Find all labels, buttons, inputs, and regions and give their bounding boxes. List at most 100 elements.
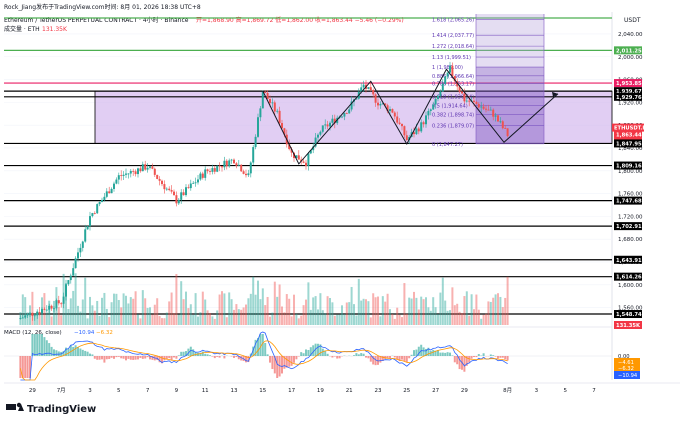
volume-bar [67,308,70,325]
volume-bar [57,306,60,325]
macd-histogram-bar [57,351,60,356]
candle-body [72,268,75,276]
candle-body [62,296,65,304]
candle-body [29,312,31,314]
macd-histogram-bar [283,356,286,369]
candle-body [437,95,439,99]
candle-body [312,146,315,151]
volume-bar [161,318,163,325]
candle-body [31,312,34,316]
candle-body [45,309,48,311]
x-tick-label: 23 [375,388,382,394]
macd-histogram-bar [254,339,257,356]
candle-body [96,204,99,214]
price-tag[interactable] [614,310,642,319]
candle-body [189,183,192,189]
volume-bar [420,296,423,325]
macd-histogram-bar [501,356,504,358]
price-tag[interactable] [614,79,642,88]
macd-histogram-bar [81,349,84,356]
volume-bar [384,301,387,325]
volume-bar [259,299,262,325]
volume-bar [341,305,343,325]
pattern-zigzag[interactable] [262,68,559,165]
volume-bar [53,300,55,325]
volume-bar [374,297,377,325]
macd-histogram-bar [285,356,288,368]
volume-bar [168,301,171,325]
candle-body [93,213,96,214]
candle-body [271,102,274,104]
volume-bar [398,314,401,325]
candle-body [105,191,108,197]
macd-histogram-bar [197,352,199,356]
price-tag[interactable] [614,139,642,148]
candle-body [473,100,475,102]
price-tag[interactable] [614,161,642,170]
macd-histogram-bar [177,355,180,356]
candle-body [247,173,250,176]
volume-bar [321,310,324,325]
y-tick-label: 1,800.00 [618,169,643,175]
candle-body [449,65,451,73]
price-tag[interactable] [612,123,644,132]
price-tag[interactable] [614,196,642,205]
volume-bar [165,312,168,325]
price-tag[interactable] [614,272,642,281]
candle-body [446,72,449,77]
volume-bar [319,293,322,325]
macd-histogram-bar [386,356,389,359]
price-tag[interactable] [614,46,642,55]
candle-body [240,164,243,172]
macd-histogram-bar [137,356,139,360]
macd-histogram-bar [69,345,72,356]
candle-body [305,162,307,166]
macd-histogram-bar [173,356,175,358]
candle-body [468,100,471,102]
macd-axis-label: −4.61 [618,360,634,366]
volume-bar [264,305,267,325]
volume-bar [305,299,307,325]
candle-body [230,159,233,161]
macd-axis-label: −6.32 [618,366,634,372]
macd-histogram-bar [470,356,473,359]
volume-bar [173,313,175,325]
candle-body [278,110,281,124]
x-tick-label: 3 [88,388,92,394]
volume-bar [163,318,166,325]
macd-histogram-bar [199,352,202,356]
fib-extension-area [476,14,544,68]
volume-bar [189,304,192,325]
macd-histogram-bar [180,351,183,356]
price-tag-label: 1,953.85 [616,81,642,87]
price-tag[interactable] [614,255,642,264]
macd-histogram-bar [506,356,509,361]
price-tag[interactable] [614,321,642,329]
volume-bar [297,318,300,325]
candle-body [185,187,187,196]
candle-body [391,109,394,113]
fib-level-label: 1.618 (2,065.26) [432,18,474,24]
macd-histogram-bar [24,356,27,378]
volume-bar [441,277,444,325]
price-tag[interactable] [614,130,642,139]
candle-body [499,121,502,123]
candle-body [281,123,283,129]
volume-bar [415,297,418,325]
volume-bar [223,293,226,325]
volume-bar [110,302,113,325]
macd-histogram-bar [216,356,219,357]
volume-bar [134,291,137,325]
price-tag[interactable] [614,92,642,101]
volume-bar [408,297,411,325]
macd-histogram-bar [165,356,168,360]
macd-histogram-bar [257,337,259,356]
candle-body [283,128,286,135]
macd-histogram-bar [182,351,185,356]
price-tag[interactable] [614,222,642,231]
macd-histogram-bar [504,356,507,360]
x-tick-label: 8月 [503,387,512,394]
macd-histogram-bar [120,356,123,359]
price-tag[interactable] [614,87,642,96]
